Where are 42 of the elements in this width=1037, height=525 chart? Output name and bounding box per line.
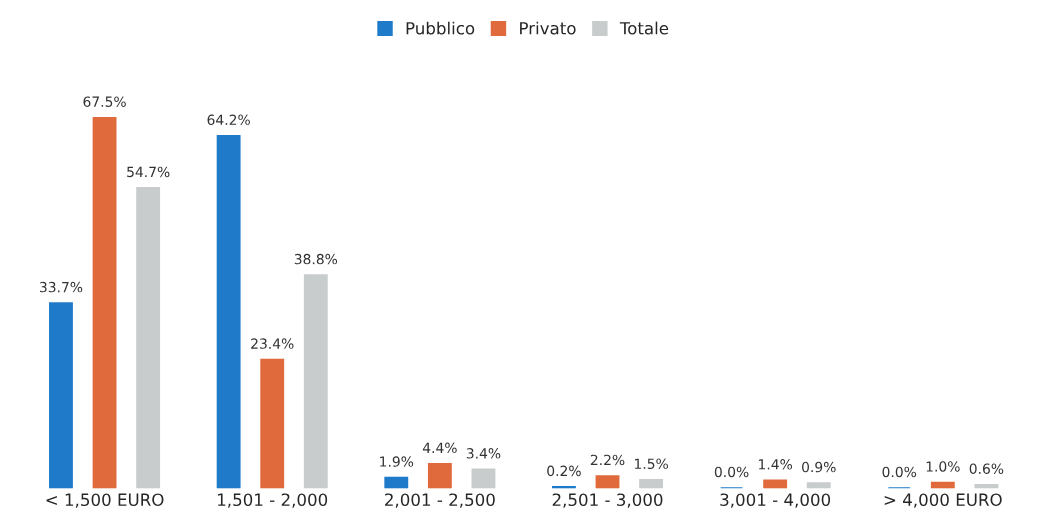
x-tick-label: < 1,500 EURO	[46, 493, 164, 508]
bar	[136, 187, 161, 489]
data-label: 3.4%	[466, 448, 501, 459]
bar	[384, 476, 409, 489]
bar	[595, 475, 620, 489]
legend-label: Totale	[619, 21, 669, 35]
data-label: 1.5%	[634, 458, 668, 469]
bar	[49, 302, 73, 489]
data-label: 54.7%	[127, 166, 170, 178]
legend-label: Pubblico	[406, 21, 475, 35]
data-label: 67.5%	[83, 96, 126, 107]
data-label: 1.9%	[380, 456, 414, 467]
bar	[471, 468, 496, 489]
data-label: 2.2%	[590, 454, 625, 466]
bar	[216, 135, 241, 489]
bar	[427, 463, 452, 489]
x-tick-label: 2,501 - 3,000	[552, 493, 663, 508]
data-label: 0.9%	[802, 461, 836, 473]
legend-label: Privato	[520, 21, 576, 35]
data-label: 0.6%	[969, 463, 1004, 474]
data-label: 33.7%	[39, 281, 83, 293]
x-tick-label: 1,501 - 2,000	[218, 493, 328, 508]
bar	[930, 481, 955, 489]
data-label: 4.4%	[422, 442, 457, 454]
bar	[303, 274, 328, 489]
bar	[974, 483, 999, 489]
bar	[806, 482, 831, 489]
x-tick-label: > 4,000 EURO	[884, 493, 1002, 508]
data-label: 0.0%	[714, 466, 749, 478]
data-label: 64.2%	[207, 114, 250, 126]
x-tick-label: 3,001 - 4,000	[720, 493, 831, 508]
data-label: 1.4%	[759, 459, 793, 470]
bar	[763, 479, 788, 489]
x-tick-label: 2,001 - 2,500	[385, 493, 495, 508]
data-label: 1.0%	[926, 461, 960, 472]
data-label: 0.2%	[547, 465, 581, 477]
bar	[260, 358, 285, 489]
bar	[92, 116, 117, 489]
data-label: 23.4%	[251, 338, 294, 349]
data-label: 38.8%	[294, 253, 338, 265]
data-label: 0.0%	[882, 466, 917, 478]
bar	[639, 478, 664, 489]
